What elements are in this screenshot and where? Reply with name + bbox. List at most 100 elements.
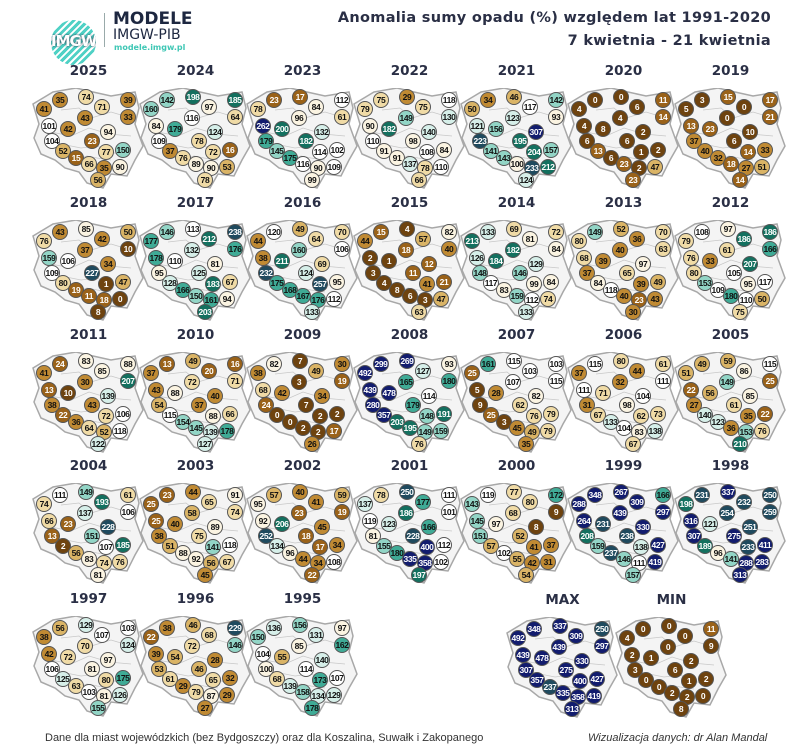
station-value-circle: 2: [295, 420, 311, 436]
station-value-circle: 193: [94, 494, 110, 510]
station-value-circle: 50: [464, 101, 480, 117]
station-value-circle: 30: [625, 304, 641, 320]
station-value-circle: 104: [616, 420, 632, 436]
station-value-circle: 72: [184, 374, 200, 390]
station-value-circle: 111: [576, 382, 592, 398]
station-value-circle: 0: [587, 92, 603, 108]
station-value-circle: 63: [655, 241, 671, 257]
station-value-circle: 23: [702, 121, 718, 137]
station-value-circle: 179: [405, 397, 421, 413]
station-value-circle: 35: [52, 92, 68, 108]
station-value-circle: 297: [594, 638, 610, 654]
station-value-circle: 40: [612, 242, 628, 258]
station-value-circle: 85: [291, 638, 307, 654]
station-value-circle: 2: [362, 250, 378, 266]
station-value-circle: 4: [399, 221, 415, 237]
station-value-circle: 133: [480, 224, 496, 240]
station-value-circle: 13: [41, 382, 57, 398]
station-value-circle: 68: [201, 627, 217, 643]
station-value-circle: 116: [184, 110, 200, 126]
station-value-circle: 31: [540, 554, 556, 570]
map-2007: 2007 25 161 115 103 103 115 107 5 28 82 9 62 25 76 79 3 4…: [459, 327, 574, 457]
station-value-circle: 161: [480, 356, 496, 372]
map-title: 2015: [390, 195, 429, 211]
station-value-circle: 118: [112, 423, 128, 439]
station-value-circle: 427: [650, 537, 666, 553]
station-value-circle: 0: [719, 110, 735, 126]
station-value-circle: 149: [587, 224, 603, 240]
station-value-circle: 9: [703, 638, 719, 654]
station-value-circle: 97: [720, 221, 736, 237]
station-value-circle: 10: [60, 385, 76, 401]
map-2025: 2025 41 35 74 71 39 33 43 101 42 94 104 23 52 77 150 15 6…: [31, 63, 146, 193]
station-value-circle: 309: [629, 494, 645, 510]
station-value-circle: 59: [720, 353, 736, 369]
station-value-circle: 149: [78, 484, 94, 500]
station-value-circle: 108: [694, 224, 710, 240]
station-value-circle: 198: [678, 496, 694, 512]
station-value-circle: 37: [571, 365, 587, 381]
station-value-circle: 2: [635, 124, 651, 140]
station-value-circle: 83: [81, 551, 97, 567]
station-value-circle: 101: [441, 504, 457, 520]
station-value-circle: 66: [81, 156, 97, 172]
station-value-circle: 35: [518, 436, 534, 452]
station-value-circle: 12: [421, 256, 437, 272]
station-value-circle: 5: [469, 382, 485, 398]
station-value-circle: 79: [357, 101, 373, 117]
station-value-circle: 39: [148, 646, 164, 662]
station-value-circle: 176: [227, 241, 243, 257]
station-value-circle: 97: [201, 99, 217, 115]
station-value-circle: 157: [543, 142, 559, 158]
map-2022: 2022 79 75 29 75 118 130 149 90 182 140 110 98 91 108 8…: [352, 63, 467, 193]
station-value-circle: 61: [334, 109, 350, 125]
map-title: 1998: [711, 458, 750, 474]
station-value-circle: 101: [41, 118, 57, 134]
station-value-circle: 313: [564, 701, 580, 717]
station-value-circle: 37: [77, 242, 93, 258]
station-value-circle: 22: [143, 629, 159, 645]
station-value-circle: 67: [219, 554, 235, 570]
station-value-circle: 126: [469, 250, 485, 266]
station-value-circle: 131: [308, 627, 324, 643]
station-value-circle: 97: [635, 256, 651, 272]
station-value-circle: 1: [681, 673, 697, 689]
station-value-circle: 64: [227, 109, 243, 125]
station-value-circle: 57: [266, 487, 282, 503]
station-value-circle: 63: [411, 304, 427, 320]
station-value-circle: 44: [185, 484, 201, 500]
brand-url[interactable]: modele.imgw.pl: [114, 43, 186, 52]
station-value-circle: 1: [98, 276, 114, 292]
station-value-circle: 80: [613, 353, 629, 369]
station-value-circle: 71: [94, 99, 110, 115]
map-2015: 2015 44 15 4 57 82 40 18 2 1 12 3 11 4 41 21 8 6 3 47 63: [352, 195, 467, 325]
station-value-circle: 0: [112, 291, 128, 307]
station-value-circle: 25: [143, 496, 159, 512]
station-value-circle: 123: [710, 414, 726, 430]
map-2004: 2004 74 111 149 193 61 106 137 66 23 228 13 151 2 107 1…: [31, 458, 146, 588]
chart-period: 7 kwietnia - 21 kwietnia: [567, 33, 771, 49]
station-value-circle: 11: [655, 92, 671, 108]
station-value-circle: 103: [120, 620, 136, 636]
station-value-circle: 18: [298, 528, 314, 544]
station-value-circle: 207: [120, 373, 136, 389]
station-value-circle: 75: [191, 528, 207, 544]
station-value-circle: 116: [295, 156, 311, 172]
station-value-circle: 492: [510, 630, 526, 646]
station-value-circle: 13: [159, 356, 175, 372]
station-value-circle: 82: [266, 356, 282, 372]
station-value-circle: 84: [436, 142, 452, 158]
station-value-circle: 70: [655, 224, 671, 240]
station-value-circle: 50: [754, 291, 770, 307]
station-value-circle: 94: [219, 291, 235, 307]
station-value-circle: 3: [291, 374, 307, 390]
station-value-circle: 146: [227, 637, 243, 653]
station-value-circle: 99: [304, 172, 320, 188]
map-2001: 2001 137 78 250 177 111 101 186 119 123 166 81 228 15…: [352, 458, 467, 588]
station-value-circle: 157: [625, 567, 641, 583]
station-value-circle: 51: [678, 365, 694, 381]
station-value-circle: 492: [357, 365, 373, 381]
station-value-circle: 14: [655, 109, 671, 125]
map-2010: 2010 37 13 49 20 16 71 72 43 88 40 54 37 115 88 66 154 14…: [138, 327, 253, 457]
map-title: 2001: [390, 458, 429, 474]
